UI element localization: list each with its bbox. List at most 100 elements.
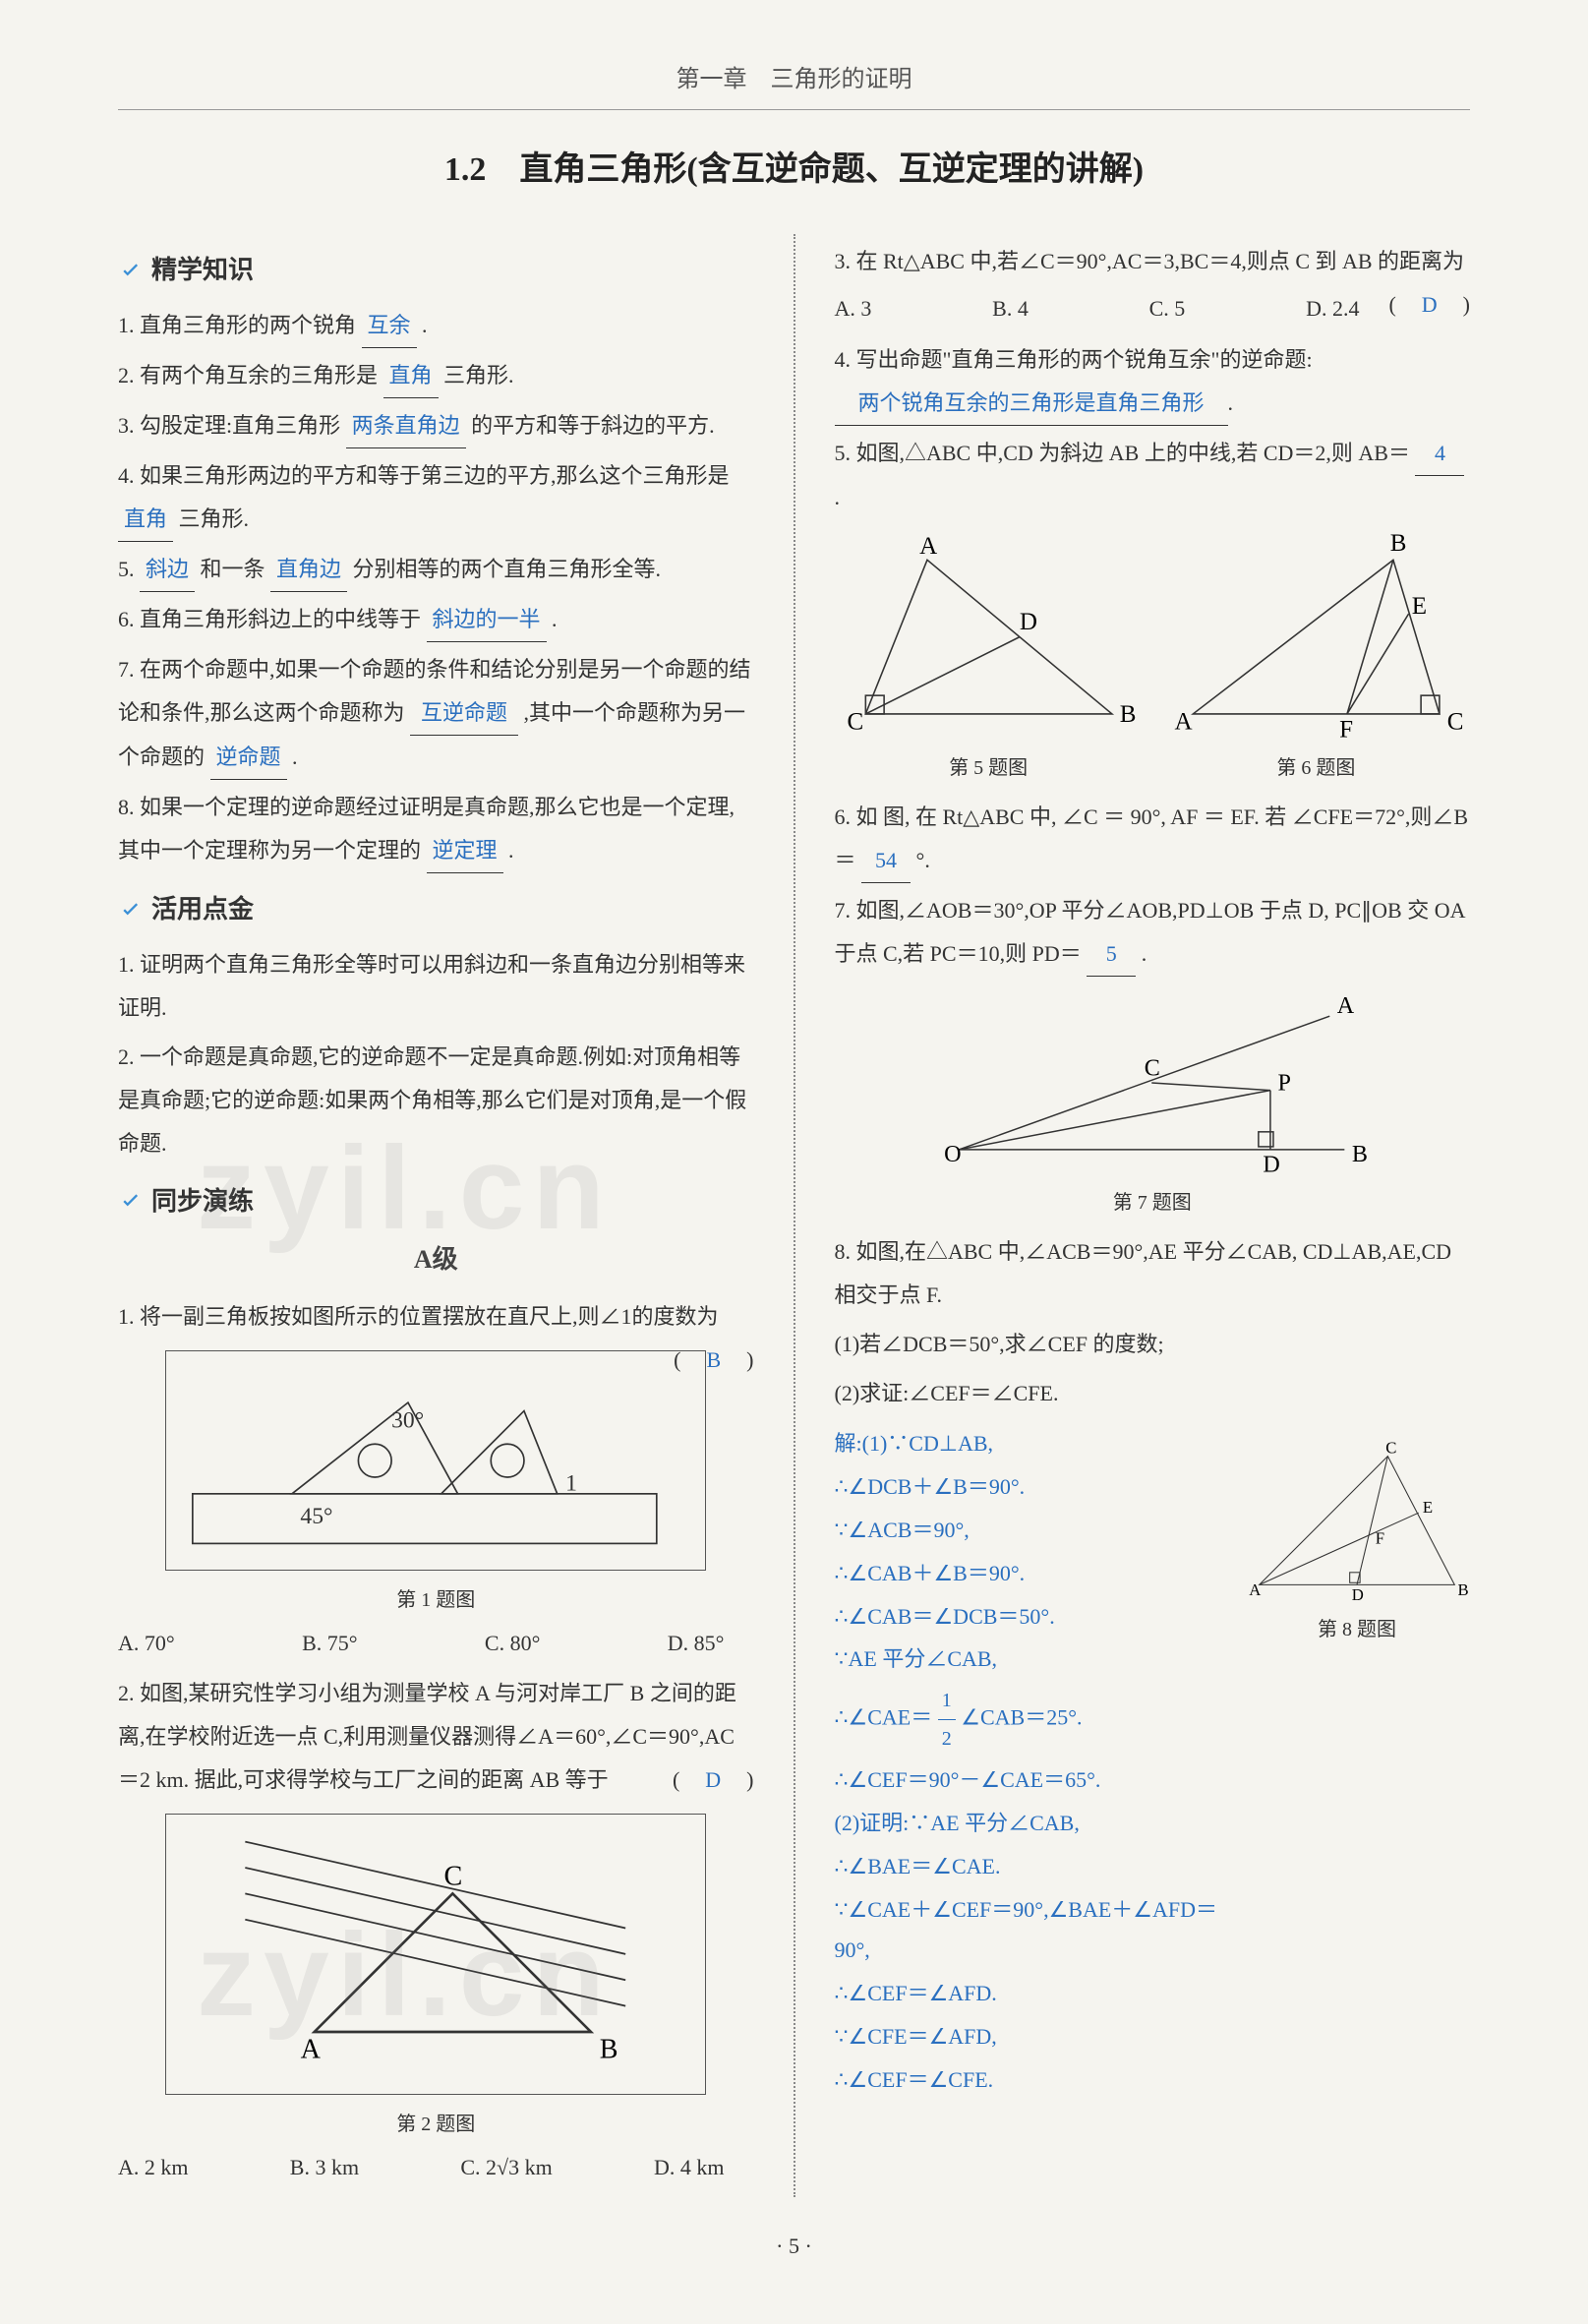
- text: .: [1142, 941, 1147, 966]
- opt: B. 75°: [302, 1624, 357, 1663]
- check-icon: [118, 259, 144, 284]
- text: .: [552, 607, 558, 631]
- figure-q8: A B C D E F 第 8 题图: [1244, 1441, 1470, 2102]
- solution-block: 解:(1)∵CD⊥AB, ∴∠DCB＋∠B＝90°. ∵∠ACB＝90°, ∴∠…: [835, 1421, 1233, 2102]
- svg-text:C: C: [444, 1862, 463, 1892]
- fill-blank: 直角边: [270, 548, 347, 592]
- text: .: [508, 838, 514, 863]
- opt: C. 5: [1149, 289, 1186, 328]
- page-title: 1.2 直角三角形(含互逆命题、互逆定理的讲解): [118, 140, 1470, 200]
- text: 分别相等的两个直角三角形全等.: [353, 557, 662, 581]
- figure-caption: 第 7 题图: [929, 1185, 1375, 1221]
- answer-letter: D: [1418, 292, 1441, 317]
- svg-text:F: F: [1376, 1529, 1384, 1548]
- sol-line: 解:(1)∵CD⊥AB,: [835, 1423, 1233, 1464]
- options-q2: A. 2 km B. 3 km C. 2√3 km D. 4 km: [118, 2148, 754, 2187]
- text: 6. 直角三角形斜边上的中线等于: [118, 607, 421, 631]
- svg-text:D: D: [1352, 1585, 1364, 1604]
- svg-text:O: O: [945, 1141, 962, 1167]
- fill-blank: 5: [1087, 932, 1136, 977]
- fill-blank: 直角: [118, 498, 173, 542]
- text: .: [292, 745, 298, 769]
- svg-text:A: A: [301, 2035, 322, 2065]
- text: 2. 有两个角互余的三角形是: [118, 363, 378, 387]
- svg-text:45°: 45°: [301, 1504, 333, 1529]
- section-label: 同步演练: [151, 1179, 254, 1225]
- question-5: 5. 如图,△ABC 中,CD 为斜边 AB 上的中线,若 CD＝2,则 AB＝…: [835, 432, 1471, 519]
- fill-blank: 4: [1415, 432, 1464, 476]
- answer-letter: B: [702, 1347, 725, 1372]
- svg-text:A: A: [1174, 709, 1192, 736]
- opt: C. 2√3 km: [460, 2148, 552, 2187]
- angle-q7: O A B C P D: [929, 986, 1375, 1179]
- opt: C. 80°: [485, 1624, 540, 1663]
- text: ∴∠CAE＝: [835, 1705, 933, 1730]
- sol-line: ∵∠CFE＝∠AFD,: [835, 2016, 1233, 2057]
- svg-text:E: E: [1423, 1499, 1433, 1518]
- section-tips: 活用点金: [118, 887, 754, 933]
- sol-line: ∴∠CEF＝90°－∠CAE＝65°.: [835, 1759, 1233, 1801]
- answer-paren: ( B ): [674, 1339, 753, 1382]
- text: 5.: [118, 557, 135, 581]
- figures-5-6: A B C D 第 5 题图 A B C E F: [835, 529, 1471, 786]
- triangle-q8: A B C D E F: [1244, 1441, 1470, 1605]
- fill-blank: 两条直角边: [346, 404, 466, 448]
- tip-item: 2. 一个命题是真命题,它的逆命题不一定是真命题.例如:对顶角相等是真命题;它的…: [118, 1036, 754, 1165]
- figure-caption: 第 5 题图: [835, 750, 1143, 786]
- svg-text:B: B: [1119, 701, 1136, 728]
- text: 3. 勾股定理:直角三角形: [118, 413, 340, 438]
- figure-caption: 第 2 题图: [118, 2107, 754, 2142]
- page-number: · 5 ·: [118, 2227, 1470, 2266]
- opt: A. 3: [835, 289, 872, 328]
- question-text: 4. 写出命题"直角三角形的两个锐角互余"的逆命题:: [835, 347, 1313, 372]
- svg-text:A: A: [1249, 1580, 1261, 1599]
- answer-paren: ( D ): [673, 1758, 754, 1802]
- check-icon: [118, 898, 144, 924]
- opt: A. 2 km: [118, 2148, 189, 2187]
- question-8: 8. 如图,在△ABC 中,∠ACB＝90°,AE 平分∠CAB, CD⊥AB,…: [835, 1230, 1471, 1317]
- knowledge-item: 5. 斜边 和一条 直角边 分别相等的两个直角三角形全等.: [118, 548, 754, 592]
- figure-q2: A B C: [165, 1814, 706, 2095]
- opt: B. 4: [992, 289, 1029, 328]
- question-3: 3. 在 Rt△ABC 中,若∠C＝90°,AC＝3,BC＝4,则点 C 到 A…: [835, 240, 1471, 283]
- question-1: 1. 将一副三角板按如图所示的位置摆放在直尺上,则∠1的度数为 ( B ): [118, 1295, 754, 1339]
- sol-line: ∴∠CEF＝∠AFD.: [835, 1973, 1233, 2014]
- text: °.: [916, 848, 930, 872]
- text: .: [835, 485, 841, 509]
- sol-line: ∴∠BAE＝∠CAE.: [835, 1846, 1233, 1887]
- svg-text:B: B: [1352, 1141, 1368, 1167]
- text: 1. 直角三角形的两个锐角: [118, 313, 356, 337]
- svg-text:C: C: [1446, 709, 1463, 736]
- svg-text:1: 1: [566, 1470, 578, 1496]
- svg-text:P: P: [1278, 1070, 1291, 1097]
- svg-text:C: C: [1145, 1055, 1160, 1082]
- opt: D. 2.4: [1306, 289, 1359, 328]
- question-8-part2: (2)求证:∠CEF＝∠CFE.: [835, 1372, 1471, 1415]
- sol-line: ∵∠CAE＋∠CEF＝90°,∠BAE＋∠AFD＝90°,: [835, 1889, 1233, 1972]
- figure-caption: 第 6 题图: [1162, 750, 1470, 786]
- fraction: 12: [938, 1682, 956, 1758]
- question-text: 7. 如图,∠AOB＝30°,OP 平分∠AOB,PD⊥OB 于点 D, PC∥…: [835, 898, 1465, 966]
- svg-text:B: B: [1457, 1580, 1468, 1599]
- fill-blank: 两个锐角互余的三角形是直角三角形: [835, 382, 1228, 426]
- opt: D. 4 km: [654, 2148, 725, 2187]
- opt: A. 70°: [118, 1624, 175, 1663]
- question-6: 6. 如 图, 在 Rt△ABC 中, ∠C ＝ 90°, AF ＝ EF. 若…: [835, 796, 1471, 883]
- svg-text:C: C: [847, 709, 863, 736]
- two-column-layout: 精学知识 1. 直角三角形的两个锐角 互余 . 2. 有两个角互余的三角形是 直…: [118, 234, 1470, 2196]
- svg-text:D: D: [1264, 1152, 1280, 1178]
- fill-blank: 直角: [383, 354, 439, 398]
- level-a-header: A级: [118, 1237, 754, 1283]
- knowledge-item: 4. 如果三角形两边的平方和等于第三边的平方,那么这个三角形是 直角 三角形.: [118, 454, 754, 542]
- triangle-q5: A B C D: [835, 529, 1143, 745]
- svg-text:A: A: [919, 533, 937, 560]
- fill-blank: 斜边: [140, 548, 195, 592]
- sol-line: ∴∠CAB＋∠B＝90°.: [835, 1553, 1233, 1594]
- sol-line: ∴∠CEF＝∠CFE.: [835, 2059, 1233, 2101]
- question-4: 4. 写出命题"直角三角形的两个锐角互余"的逆命题: 两个锐角互余的三角形是直角…: [835, 338, 1471, 426]
- answer-letter: D: [701, 1767, 725, 1792]
- text: 和一条: [201, 557, 265, 581]
- sol-line: (2)证明:∵AE 平分∠CAB,: [835, 1803, 1233, 1844]
- sol-line: ∵AE 平分∠CAB,: [835, 1639, 1233, 1680]
- figure-caption: 第 8 题图: [1244, 1612, 1470, 1647]
